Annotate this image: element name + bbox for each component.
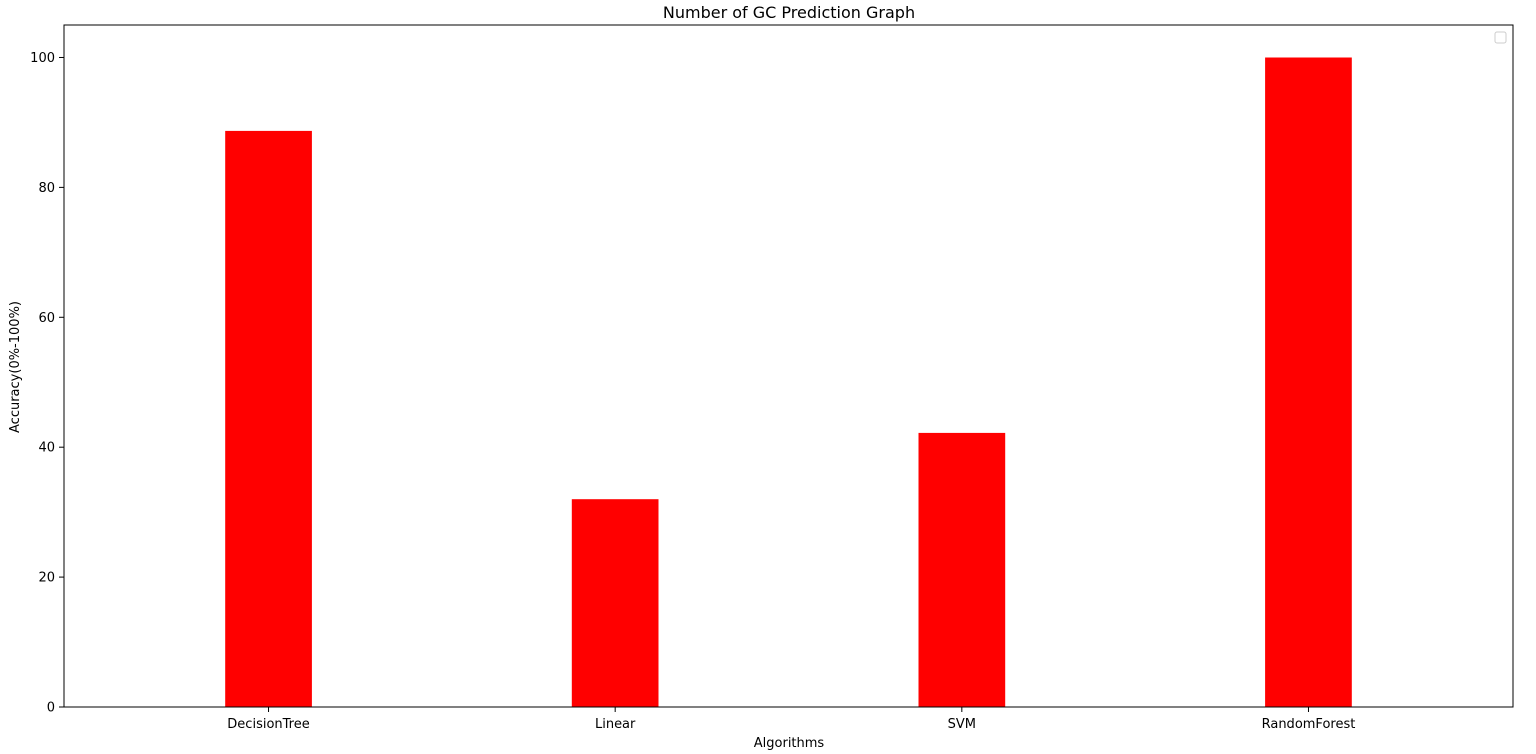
x-tick-label: DecisionTree [227, 717, 309, 732]
x-tick-label: RandomForest [1262, 717, 1356, 732]
x-tick-label: SVM [948, 717, 976, 732]
y-tick-label: 20 [38, 571, 55, 586]
bar-svm [918, 432, 1006, 707]
bar-linear [571, 499, 659, 707]
x-tick-label: Linear [595, 717, 636, 732]
y-tick-label: 100 [30, 51, 55, 66]
y-axis-label: Accuracy(0%-100%) [8, 301, 23, 433]
bar-randomforest [1265, 57, 1352, 707]
chart-title: Number of GC Prediction Graph [663, 3, 915, 22]
x-axis-label: Algorithms [754, 736, 825, 751]
legend-box [1494, 31, 1507, 44]
y-ticks-group: 0 20 40 60 80 100 [30, 51, 64, 716]
y-tick-label: 60 [38, 311, 55, 326]
plot-frame [63, 24, 1514, 708]
y-tick-label: 0 [47, 701, 55, 716]
y-tick-label: 40 [38, 441, 55, 456]
x-ticks-group: DecisionTree Linear SVM RandomForest [227, 707, 1355, 732]
bars-group [225, 57, 1352, 707]
y-tick-label: 80 [38, 181, 55, 196]
bar-decisiontree [225, 130, 312, 707]
